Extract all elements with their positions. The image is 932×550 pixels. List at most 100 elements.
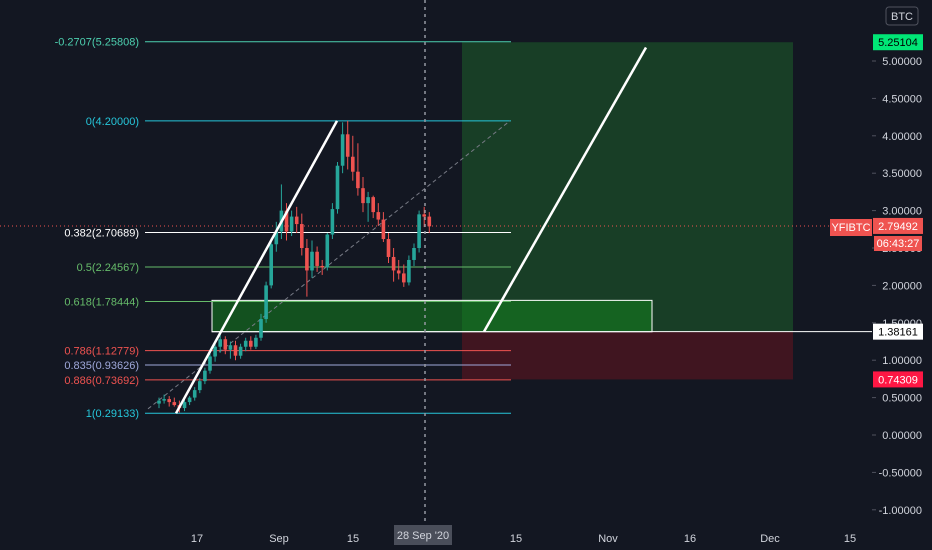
time-axis-label: 15 [510,533,522,545]
price-axis-label: 1.00000 [882,355,922,367]
candle-body [396,270,401,274]
candle-body [330,209,335,235]
fib-level-label: 0.835(0.93626) [64,360,139,372]
time-axis-label: 16 [684,533,696,545]
candle-body [345,134,350,157]
candlestick-series [157,120,432,413]
fib-level-label: 0.5(2.24567) [77,262,139,274]
candle-body [274,231,279,245]
candle-body [310,251,314,271]
price-axis-label: 4.50000 [882,93,922,105]
fib-level-label: 0.886(0.73692) [64,375,139,387]
time-axis-label: Dec [760,533,780,545]
candle-body [162,399,166,401]
candle-body [182,402,187,409]
candle-body [157,400,161,404]
price-tag-label: 0.74309 [878,374,918,386]
candle-body [192,390,197,398]
candle-body [366,197,370,204]
price-axis-label: 4.00000 [882,131,922,143]
candle-body [417,214,421,248]
projection-trendline[interactable] [482,46,648,333]
countdown-tag [874,236,922,251]
time-axis-label: 15 [844,533,856,545]
candle-body [218,339,222,347]
currency-button[interactable] [885,6,919,26]
price-axis-label: 2.00000 [882,280,922,292]
loss-zone[interactable] [462,331,793,380]
time-axis[interactable]: 17 Sep 15 15 Nov 16 Dec 15 [191,533,856,545]
symbol-tag [830,219,872,236]
candle-body [315,251,319,266]
fib-level-label: 1(0.29133) [86,408,139,420]
candle-body [172,402,177,406]
fib-level-label: 0.786(1.12779) [64,346,139,358]
price-axis-label: -1.00000 [879,505,922,517]
price-tag [873,217,923,234]
fib-level-label: 0.618(1.78444) [64,297,139,309]
price-tags: 5.25104 2.79492 1.38161 0.74309 [873,34,923,388]
candle-body [371,197,375,213]
price-axis-label: 0.00000 [882,430,922,442]
candle-body [386,239,391,257]
candle-body [340,134,345,166]
candle-body [351,156,355,172]
candle-body [356,171,360,189]
candle-body [294,216,299,225]
candle-body [213,346,217,357]
candle-body [289,216,294,232]
candle-body [254,337,258,347]
currency-label: BTC [891,11,913,23]
candle-body [381,219,386,240]
candle-body [223,339,228,350]
symbol-tag-label: YFIBTC [831,222,870,234]
candle-body [187,397,192,403]
candle-body [422,214,426,217]
crosshair-date-label: 28 Sep '20 [397,530,449,542]
candle-body [269,244,273,286]
candle-body [361,188,365,204]
candle-body [325,234,330,268]
candle-body [305,248,309,271]
price-tag-label: 2.79492 [878,221,918,233]
candle-body [208,356,212,371]
candle-body [233,345,238,356]
fib-level-label: 0(4.20000) [86,116,139,128]
price-axis-label: 0.50000 [882,393,922,405]
candle-body [376,212,381,220]
price-tag-label: 1.38161 [878,327,918,339]
candle-body [198,381,202,391]
price-tag-label: 5.25104 [878,37,918,49]
price-axis-label: 3.50000 [882,168,922,180]
time-axis-label: Sep [269,533,289,545]
price-tag [873,371,923,388]
candle-body [407,259,411,283]
candle-body [243,340,248,347]
profit-zone[interactable] [462,42,793,332]
candle-body [249,340,253,347]
support-box[interactable] [211,299,653,333]
candle-body [264,285,268,320]
fib-level-label: -0.2707(5.25808) [55,37,139,49]
price-axis-label: -0.50000 [879,467,922,479]
candle-body [284,210,289,232]
time-axis-label: 17 [191,533,203,545]
candle-body [238,346,243,356]
impulse-trendline[interactable] [174,120,339,414]
price-axis-label: 3.00000 [882,206,922,218]
fib-level-label: 0.382(2.70689) [64,228,139,240]
price-tag [873,34,923,51]
fibonacci-retracement[interactable]: -0.2707(5.25808) 0(4.20000) 0.382(2.70689)… [55,37,511,421]
countdown-label: 06:43:27 [877,238,920,250]
candle-body [335,165,340,210]
candle-body [259,319,263,338]
candle-body [427,216,432,227]
price-tag [873,323,923,340]
time-axis-label: Nov [598,533,618,545]
crosshair-date-tag [394,525,452,545]
time-axis-label: 15 [347,533,359,545]
candle-body [228,345,233,350]
candle-body [300,224,304,248]
